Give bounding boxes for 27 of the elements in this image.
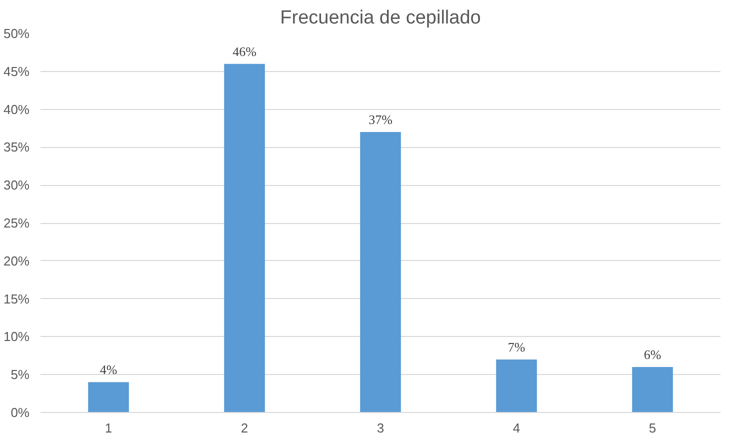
bar (496, 359, 537, 412)
chart-title: Frecuencia de cepillado (280, 8, 481, 28)
x-tick-label: 3 (376, 420, 384, 436)
data-label: 46% (232, 44, 257, 59)
x-tick-label: 1 (104, 420, 112, 436)
y-tick-label: 10% (3, 329, 30, 344)
y-tick-label: 45% (3, 64, 30, 79)
x-tick-label: 5 (648, 420, 656, 436)
x-tick-label: 4 (512, 420, 520, 436)
bar (360, 132, 401, 412)
data-label: 6% (644, 347, 662, 362)
y-tick-label: 50% (3, 26, 30, 41)
data-label: 4% (100, 362, 118, 378)
bar (88, 382, 129, 412)
bar (224, 64, 265, 412)
y-tick-label: 5% (10, 367, 30, 382)
bar (632, 367, 673, 412)
y-tick-label: 40% (3, 102, 30, 117)
y-tick-label: 15% (3, 291, 30, 306)
x-tick-label: 2 (240, 420, 248, 436)
y-tick-label: 30% (3, 178, 30, 193)
y-tick-label: 35% (3, 140, 30, 155)
data-label: 7% (508, 339, 526, 354)
y-tick-label: 20% (3, 253, 30, 268)
y-tick-label: 25% (3, 216, 30, 230)
data-label: 37% (368, 112, 393, 128)
y-tick-label: 0% (10, 405, 30, 420)
